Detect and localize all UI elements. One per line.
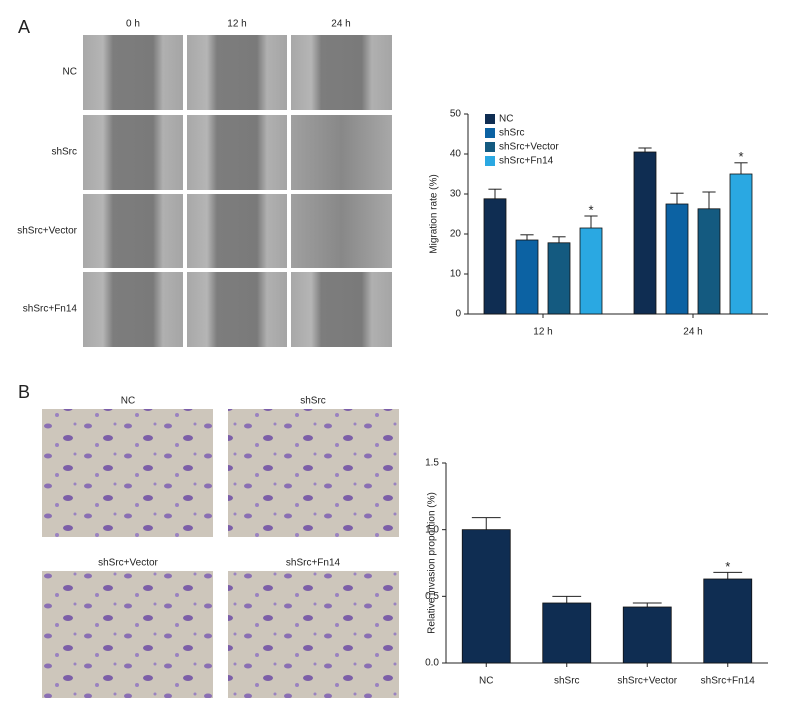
y-tick-label: 1.5 (425, 458, 439, 469)
micrograph (42, 409, 399, 698)
bar (579, 227, 603, 315)
y-tick-label: 1.0 (425, 524, 439, 535)
row-label: shSrc (51, 147, 77, 158)
bar (665, 203, 689, 315)
micrograph (83, 35, 392, 347)
row-label: shSrc+Fn14 (23, 304, 78, 315)
micrograph-grid-b: NC shSrc shSrc+Vector shSrc+Fn14 (42, 396, 399, 698)
legend-label: shSrc+Vector (499, 142, 559, 153)
legend-swatch (485, 142, 495, 152)
y-tick-label: 0 (455, 309, 461, 320)
y-tick-label: 0.5 (425, 591, 439, 602)
significance-mark: * (725, 559, 730, 574)
bar (703, 578, 753, 664)
y-tick-label: 20 (450, 229, 462, 240)
significance-mark: * (738, 149, 743, 164)
bar (483, 198, 507, 315)
bar (461, 529, 511, 664)
y-tick-label: 50 (450, 109, 462, 120)
panel-label: B (18, 382, 30, 402)
bar (547, 242, 571, 315)
legend-swatch (485, 156, 495, 166)
x-tick-label: shSrc+Vector (617, 676, 677, 687)
x-tick-label: NC (479, 676, 493, 687)
x-tick-label: shSrc+Fn14 (701, 676, 756, 687)
legend-label: NC (499, 114, 513, 125)
image-label: shSrc+Fn14 (286, 558, 341, 569)
bar (633, 151, 657, 315)
legend-label: shSrc+Fn14 (499, 156, 554, 167)
bar (622, 606, 672, 664)
y-tick-label: 0.0 (425, 658, 439, 669)
bar (542, 602, 592, 664)
legend-label: shSrc (499, 128, 525, 139)
x-tick-label: 12 h (533, 327, 552, 338)
column-label: 0 h (126, 19, 140, 30)
y-tick-label: 10 (450, 269, 462, 280)
micrograph-grid-a: 0 h 12 h 24 h NC shSrc shSrc+Vector shSr… (17, 19, 392, 347)
column-label: 24 h (331, 19, 350, 30)
legend-swatch (485, 114, 495, 124)
row-label: NC (63, 67, 77, 78)
column-label: 12 h (227, 19, 246, 30)
panel-label: A (18, 17, 30, 37)
image-label: shSrc (300, 396, 326, 407)
image-label: NC (121, 396, 135, 407)
image-label: shSrc+Vector (98, 558, 158, 569)
y-tick-label: 40 (450, 149, 462, 160)
bar (697, 208, 721, 315)
y-axis-title: Migration rate (%) (429, 174, 440, 253)
legend-swatch (485, 128, 495, 138)
significance-mark: * (588, 202, 593, 217)
y-tick-label: 30 (450, 189, 462, 200)
x-tick-label: shSrc (554, 676, 580, 687)
x-tick-label: 24 h (683, 327, 702, 338)
bar (515, 239, 539, 315)
bar (729, 173, 753, 315)
row-label: shSrc+Vector (17, 226, 77, 237)
y-axis-title: Relative invasion proportion (%) (427, 492, 438, 634)
